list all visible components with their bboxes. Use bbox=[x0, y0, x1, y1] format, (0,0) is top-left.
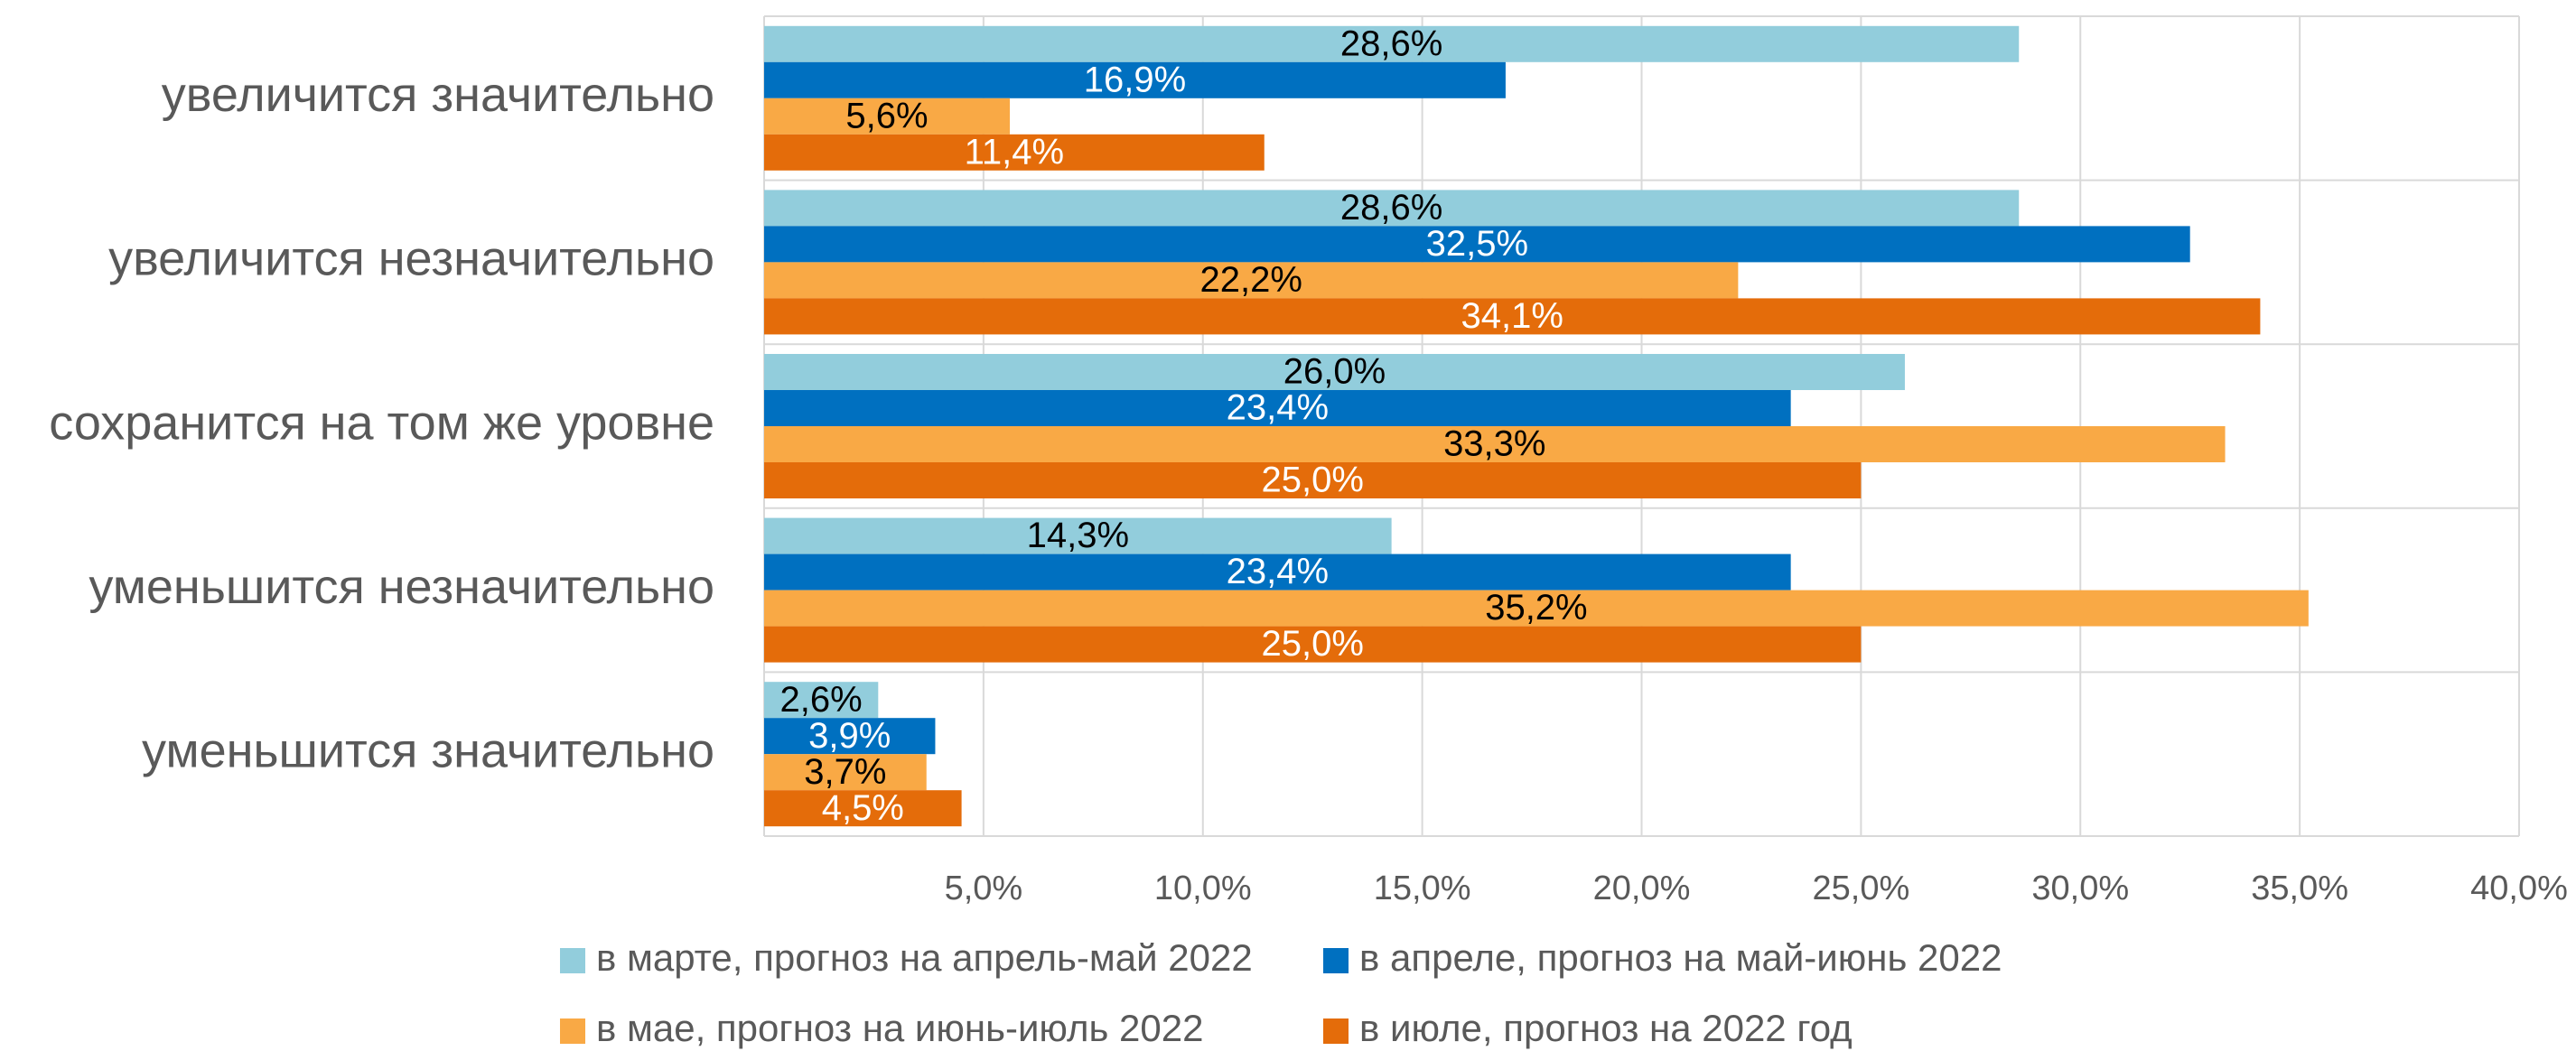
legend-swatch bbox=[560, 948, 585, 973]
data-label: 25,0% bbox=[1261, 460, 1363, 500]
category-label: увеличится незначительно bbox=[108, 232, 714, 286]
bar bbox=[764, 790, 962, 827]
x-tick-label: 35,0% bbox=[2251, 870, 2348, 907]
data-label: 23,4% bbox=[1227, 552, 1329, 591]
bar bbox=[764, 553, 1791, 591]
x-tick-label: 25,0% bbox=[1813, 870, 1910, 907]
bar bbox=[764, 426, 2226, 462]
x-tick-label: 5,0% bbox=[945, 870, 1023, 907]
data-label: 34,1% bbox=[1461, 296, 1563, 336]
category-label: сохранится на том же уровне bbox=[49, 395, 714, 450]
bar bbox=[764, 517, 1392, 554]
bar bbox=[764, 462, 1862, 498]
category-label: уменьшится незначительно bbox=[89, 560, 714, 614]
bar bbox=[764, 754, 927, 791]
data-label: 25,0% bbox=[1261, 624, 1363, 664]
bar bbox=[764, 590, 2309, 627]
data-label: 4,5% bbox=[822, 788, 904, 828]
data-label: 3,7% bbox=[804, 752, 886, 792]
bar bbox=[764, 682, 879, 719]
data-label: 5,6% bbox=[845, 96, 928, 135]
data-label: 16,9% bbox=[1084, 60, 1186, 99]
data-label: 11,4% bbox=[965, 132, 1064, 172]
bar bbox=[764, 298, 2261, 335]
bar bbox=[764, 390, 1791, 426]
bar bbox=[764, 718, 936, 755]
legend-swatch bbox=[560, 1018, 585, 1044]
legend-label: в июле, прогноз на 2022 год bbox=[1359, 1007, 1853, 1049]
x-tick-label: 30,0% bbox=[2031, 870, 2129, 907]
bar bbox=[764, 354, 1905, 390]
legend-label: в апреле, прогноз на май-июнь 2022 bbox=[1359, 936, 2002, 979]
legend-swatch bbox=[1323, 1018, 1349, 1044]
x-tick-label: 40,0% bbox=[2470, 870, 2568, 907]
data-label: 3,9% bbox=[808, 716, 891, 756]
category-label: увеличится значительно bbox=[162, 68, 714, 122]
x-tick-label: 10,0% bbox=[1154, 870, 1252, 907]
bar bbox=[764, 134, 1265, 171]
bar bbox=[764, 190, 2020, 227]
x-tick-label: 20,0% bbox=[1593, 870, 1691, 907]
data-label: 2,6% bbox=[780, 680, 863, 720]
data-label: 26,0% bbox=[1283, 352, 1386, 392]
data-label: 22,2% bbox=[1199, 260, 1302, 300]
data-label: 35,2% bbox=[1485, 588, 1587, 628]
data-label: 28,6% bbox=[1340, 188, 1442, 228]
bar bbox=[764, 25, 2020, 62]
data-label: 32,5% bbox=[1426, 224, 1528, 264]
bar bbox=[764, 98, 1011, 135]
category-label: уменьшится значительно bbox=[142, 723, 714, 777]
x-tick-label: 15,0% bbox=[1374, 870, 1471, 907]
bar bbox=[764, 262, 1739, 299]
legend-swatch bbox=[1323, 948, 1349, 973]
data-label: 23,4% bbox=[1227, 388, 1329, 428]
legend-label: в марте, прогноз на апрель-май 2022 bbox=[596, 936, 1253, 979]
legend-label: в мае, прогноз на июнь-июль 2022 bbox=[596, 1007, 1203, 1049]
data-label: 28,6% bbox=[1340, 23, 1442, 63]
data-label: 33,3% bbox=[1443, 424, 1545, 464]
bar bbox=[764, 226, 2190, 263]
bar bbox=[764, 61, 1506, 98]
data-label: 14,3% bbox=[1027, 516, 1129, 555]
bar bbox=[764, 626, 1862, 663]
